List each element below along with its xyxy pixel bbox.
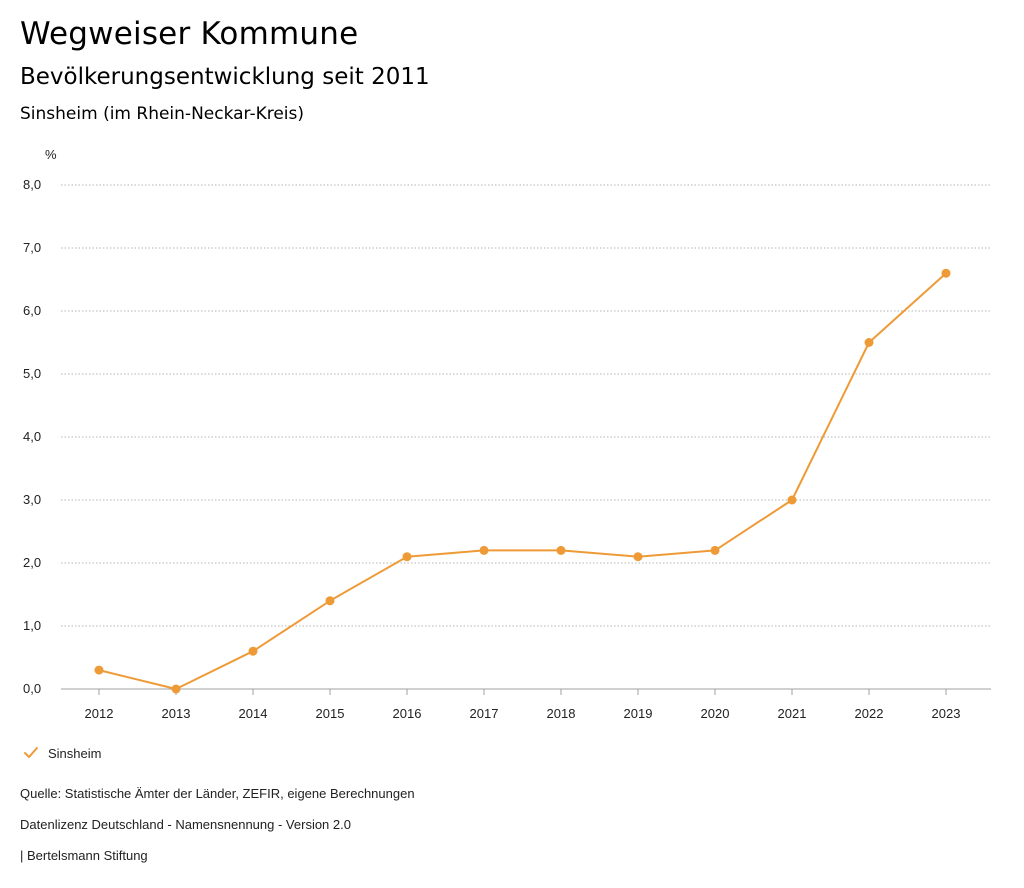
y-tick-label: 8,0 <box>23 177 41 192</box>
x-tick-label: 2019 <box>624 706 653 721</box>
page-title: Wegweiser Kommune <box>20 16 359 52</box>
data-point[interactable] <box>941 268 951 278</box>
data-point[interactable] <box>402 552 412 562</box>
x-tick-label: 2012 <box>85 706 114 721</box>
y-tick-label: 1,0 <box>23 618 41 633</box>
license-note: Datenlizenz Deutschland - Namensnennung … <box>20 817 351 832</box>
series-layer <box>94 268 951 694</box>
x-tick-label: 2023 <box>932 706 961 721</box>
data-point[interactable] <box>325 596 335 606</box>
x-axis: 2012 2013 2014 2015 2016 2017 2018 2019 2020 2021… <box>61 688 991 721</box>
y-axis-unit-label: % <box>45 147 57 162</box>
line-chart: % 0,01,02,03,04,05,06,07,08,0 2012 2013 20… <box>23 147 991 721</box>
y-tick-label: 0,0 <box>23 681 41 696</box>
x-tick-label: 2020 <box>701 706 730 721</box>
x-tick-label: 2021 <box>778 706 807 721</box>
y-tick-label: 5,0 <box>23 366 41 381</box>
data-point[interactable] <box>710 545 720 555</box>
location-label: Sinsheim (im Rhein-Neckar-Kreis) <box>20 104 305 124</box>
grid-layer <box>61 184 991 627</box>
y-tick-label: 6,0 <box>23 303 41 318</box>
credit-note: | Bertelsmann Stiftung <box>20 848 148 863</box>
x-tick-label: 2015 <box>316 706 345 721</box>
data-point[interactable] <box>171 684 181 694</box>
data-point[interactable] <box>556 545 566 555</box>
data-point[interactable] <box>248 646 258 656</box>
data-point[interactable] <box>94 665 104 675</box>
data-point[interactable] <box>787 495 797 505</box>
x-tick-label: 2014 <box>239 706 268 721</box>
y-axis-ticks: 0,0 1,0 2,0 3,0 4,0 5,0 6,0 7,0 8,0 <box>23 177 41 696</box>
x-tick-label: 2016 <box>393 706 422 721</box>
series-line-sinsheim <box>98 272 947 690</box>
data-point[interactable] <box>633 552 643 562</box>
y-tick-label: 2,0 <box>23 555 41 570</box>
data-point[interactable] <box>864 338 874 347</box>
check-icon <box>24 747 38 758</box>
y-tick-label: 3,0 <box>23 492 41 507</box>
source-note: Quelle: Statistische Ämter der Länder, Z… <box>20 786 415 801</box>
legend-label-sinsheim: Sinsheim <box>48 745 102 761</box>
x-tick-label: 2013 <box>162 706 191 721</box>
data-point[interactable] <box>479 545 489 555</box>
y-tick-label: 4,0 <box>23 429 41 444</box>
legend[interactable]: Sinsheim <box>22 745 101 761</box>
x-tick-label: 2018 <box>547 706 576 721</box>
chart-subtitle: Bevölkerungsentwicklung seit 2011 <box>20 64 430 90</box>
x-tick-label: 2017 <box>470 706 499 721</box>
x-tick-label: 2022 <box>855 706 884 721</box>
y-tick-label: 7,0 <box>23 240 41 255</box>
